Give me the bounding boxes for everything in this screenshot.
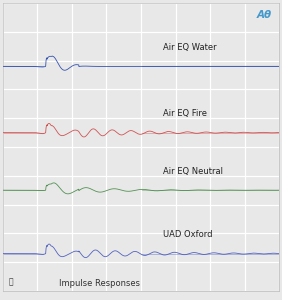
Text: UAD Oxford: UAD Oxford — [163, 230, 213, 239]
Text: Air EQ Water: Air EQ Water — [163, 43, 217, 52]
Text: Impulse Responses: Impulse Responses — [59, 278, 140, 287]
Text: 🔍: 🔍 — [8, 278, 13, 287]
Text: Air EQ Neutral: Air EQ Neutral — [163, 167, 223, 176]
Text: Aθ: Aθ — [257, 10, 272, 20]
Text: Air EQ Fire: Air EQ Fire — [163, 110, 207, 118]
